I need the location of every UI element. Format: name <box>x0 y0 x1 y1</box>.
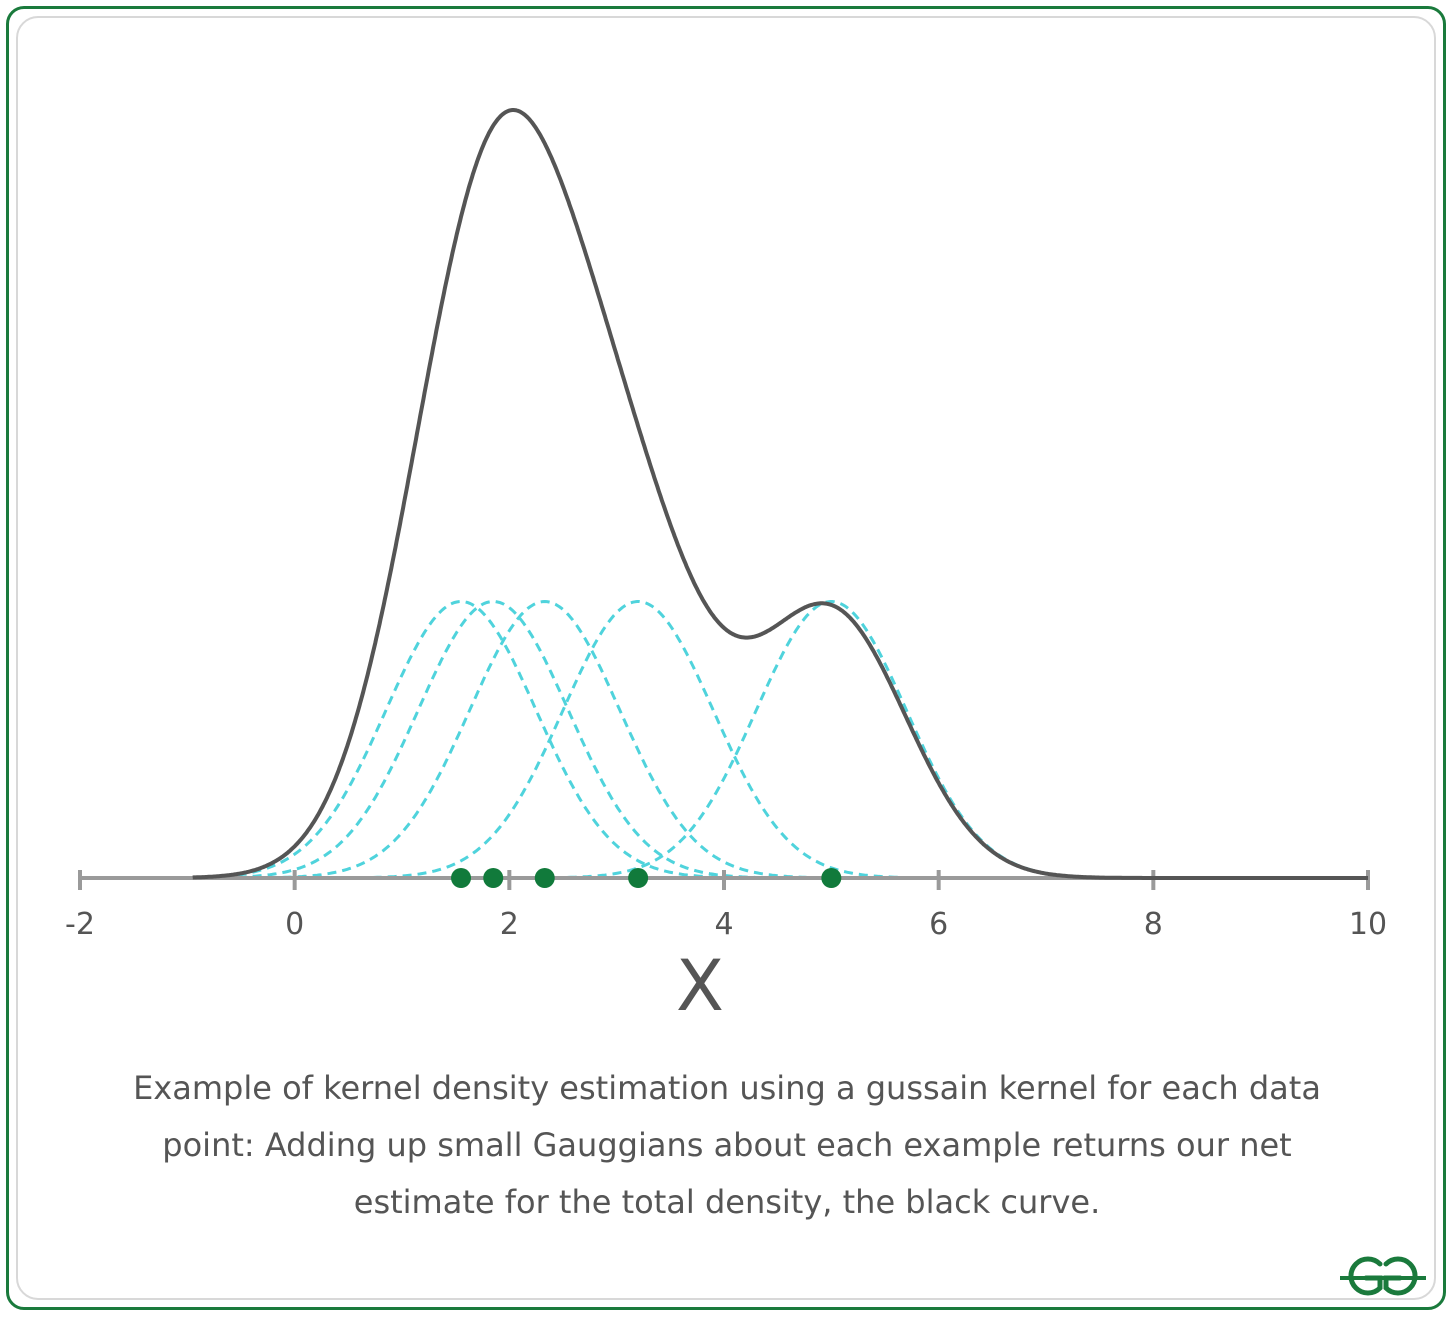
caption-line-2: point: Adding up small Gauggians about e… <box>162 1126 1292 1164</box>
x-tick-label-5: 8 <box>1144 907 1163 942</box>
data-point-4 <box>628 868 649 888</box>
kde-chart: -2 0 2 4 6 8 10 X <box>65 108 1387 1027</box>
caption: Example of kernel density estimation usi… <box>30 1060 1424 1231</box>
outer-frame <box>6 6 1446 1310</box>
x-tick-label-0: -2 <box>65 907 95 942</box>
kernel-curves <box>192 599 1095 880</box>
kde-total <box>191 108 1369 880</box>
kernel-curve-5 <box>192 600 1095 880</box>
x-axis-label: X <box>676 945 724 1027</box>
data-points <box>451 868 842 888</box>
x-tick-label-1: 0 <box>285 907 304 942</box>
kernel-curve-4 <box>192 600 902 880</box>
caption-line-3: estimate for the total density, the blac… <box>353 1183 1101 1221</box>
data-point-3 <box>534 868 555 888</box>
kde-total-curve <box>191 108 1369 880</box>
data-point-1 <box>451 868 472 888</box>
kernel-curve-1 <box>192 599 723 879</box>
kernel-curve-2 <box>192 599 756 880</box>
x-tick-label-2: 2 <box>500 907 519 942</box>
data-point-5 <box>821 868 842 888</box>
gfg-logo-icon <box>1340 1256 1426 1296</box>
axis-labels: -2 0 2 4 6 8 10 X <box>65 907 1387 1027</box>
caption-line-1: Example of kernel density estimation usi… <box>133 1069 1321 1107</box>
x-tick-label-6: 10 <box>1349 907 1387 942</box>
x-tick-label-4: 6 <box>929 907 948 942</box>
data-point-2 <box>483 868 504 888</box>
kernel-curve-3 <box>192 599 807 880</box>
x-tick-label-3: 4 <box>714 907 733 942</box>
inner-frame <box>16 16 1436 1300</box>
